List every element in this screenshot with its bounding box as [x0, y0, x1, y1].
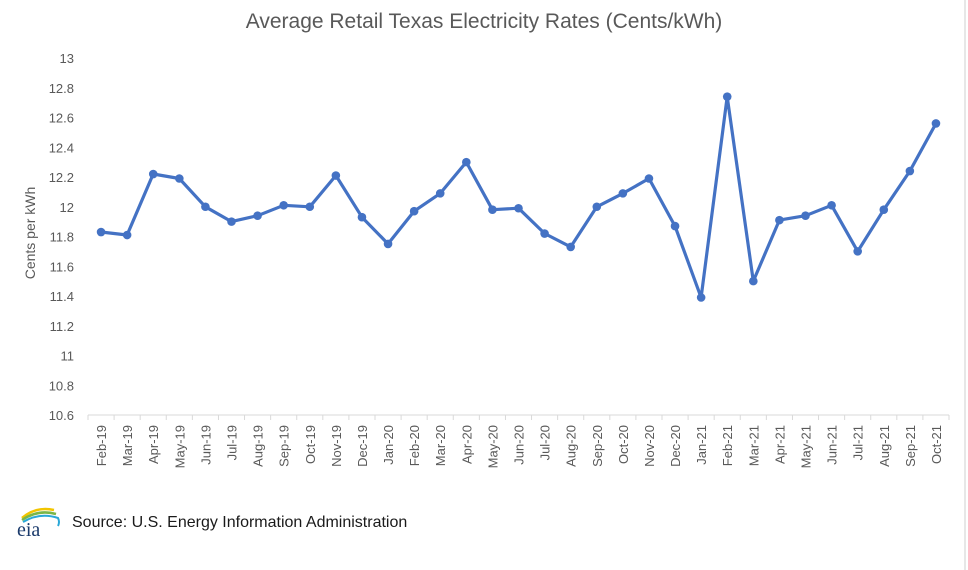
data-point-Aug-19 [253, 211, 262, 220]
data-point-Jun-21 [827, 200, 836, 210]
eia-logo: eia [17, 507, 60, 540]
frame-border [964, 0, 966, 570]
data-point-Jul-19 [227, 217, 236, 226]
x-tick-label: Dec-19 [355, 425, 370, 467]
data-point-Dec-20 [670, 221, 680, 231]
data-point-Apr-21 [775, 215, 784, 225]
data-point-Mar-19 [122, 230, 132, 240]
x-tick-label: Nov-20 [642, 425, 657, 467]
chart-title: Average Retail Texas Electricity Rates (… [245, 10, 723, 33]
data-point-Aug-21 [879, 205, 889, 215]
data-point-Nov-20 [644, 174, 654, 183]
x-tick-label: Sep-21 [903, 425, 918, 467]
series-line [100, 95, 938, 300]
y-tick-label: 12.4 [49, 140, 74, 155]
y-tick-label: 11.2 [50, 319, 74, 334]
x-tick-label: Oct-20 [616, 425, 631, 464]
data-point-Oct-20 [618, 189, 628, 198]
x-tick-label: Jul-20 [538, 425, 553, 460]
data-point-May-20 [488, 205, 497, 215]
x-tick-label: Jun-19 [198, 425, 213, 465]
x-tick-label: Feb-20 [407, 425, 422, 466]
data-point-Feb-19 [96, 227, 106, 237]
y-tick-label: 11.6 [50, 259, 74, 274]
data-point-May-21 [801, 211, 810, 220]
logo-text: eia [17, 519, 40, 540]
y-tick-label: 12.2 [49, 170, 74, 185]
data-point-Sep-21 [905, 166, 915, 176]
x-tick-label: May-19 [172, 425, 187, 468]
x-tick-label: Mar-21 [746, 425, 761, 466]
x-tick-label: Mar-19 [120, 425, 135, 466]
data-point-Dec-19 [357, 212, 367, 222]
y-tick-label: 11.4 [50, 289, 74, 304]
data-point-Feb-20 [409, 206, 419, 216]
x-tick-label: Aug-21 [877, 425, 892, 467]
x-tick-label: Jan-21 [694, 425, 709, 465]
data-point-Sep-20 [592, 202, 602, 212]
source-note: Source: U.S. Energy Information Administ… [72, 514, 408, 531]
x-tick-label: Sep-19 [277, 425, 292, 467]
x-tick-label: Nov-19 [329, 425, 344, 467]
x-tick-label: Aug-19 [251, 425, 266, 467]
data-point-Jan-21 [696, 293, 706, 302]
x-tick-label: Jun-20 [512, 425, 527, 465]
x-tick-label: May-20 [485, 425, 500, 468]
data-point-Jun-19 [201, 202, 210, 212]
data-point-Apr-20 [462, 157, 471, 167]
x-tick-label: Apr-19 [146, 425, 161, 464]
y-tick-label: 12.6 [49, 111, 74, 126]
x-tick-label: Feb-21 [720, 425, 735, 466]
x-tick-label: Jun-21 [825, 425, 840, 465]
line-chart: 13 12.8 12.6 12.4 12.2 12 11.8 11.6 11.4 11.2 11 10… [49, 51, 950, 468]
x-tick-label: Jan-20 [381, 425, 396, 465]
y-tick-label: 11 [61, 349, 75, 364]
y-tick-label: 13 [60, 51, 74, 66]
data-point-Jun-20 [514, 203, 523, 213]
x-tick-label: Mar-20 [433, 425, 448, 466]
data-point-Feb-21 [722, 92, 732, 101]
y-tick-label: 10.8 [49, 378, 74, 393]
x-tick-label: Oct-19 [303, 425, 318, 464]
x-tick-label: Apr-21 [772, 425, 787, 464]
x-tick-label: Feb-19 [94, 425, 109, 466]
x-tick-label: Jul-19 [225, 425, 240, 460]
data-point-Aug-20 [566, 242, 575, 252]
x-tick-label: Sep-20 [590, 425, 605, 467]
y-tick-label: 12 [60, 200, 74, 215]
y-tick-label: 11.8 [50, 230, 74, 245]
x-tick-label: Jul-21 [851, 425, 866, 460]
data-point-Sep-19 [279, 200, 288, 210]
x-tick-label: Oct-21 [929, 425, 944, 464]
x-tick-label: Aug-20 [564, 425, 579, 467]
y-tick-label: 12.8 [49, 81, 74, 96]
data-point-Mar-21 [749, 276, 758, 286]
data-point-Jan-20 [383, 239, 393, 249]
data-point-Jul-21 [853, 247, 862, 256]
data-point-Apr-19 [148, 169, 158, 179]
x-axis: Feb-19 Mar-19 Apr-19 May-19 Jun-19 Jul-19 Aug-… [87, 414, 950, 468]
y-axis-ticks: 13 12.8 12.6 12.4 12.2 12 11.8 11.6 11.4 11.2 11 10… [49, 51, 74, 423]
data-point-Nov-19 [331, 171, 341, 180]
data-point-Mar-20 [435, 189, 445, 198]
data-point-Oct-19 [305, 202, 315, 212]
x-tick-label: Apr-20 [459, 425, 474, 464]
y-tick-label: 10.6 [49, 408, 74, 423]
data-point-Jul-20 [540, 229, 549, 238]
data-point-May-19 [175, 174, 184, 183]
data-point-Oct-21 [931, 119, 941, 128]
series-layer [96, 92, 941, 302]
x-tick-label: Dec-20 [668, 425, 683, 467]
x-tick-label: May-21 [799, 425, 814, 468]
